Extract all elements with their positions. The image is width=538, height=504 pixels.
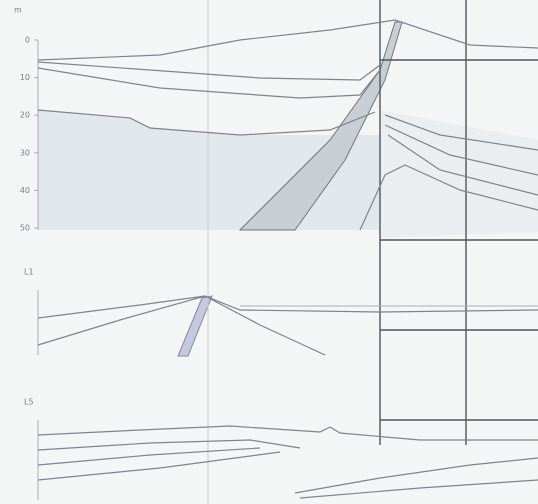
profile-line: [37, 295, 326, 356]
profile-line: [359, 164, 538, 231]
profile-line: [37, 439, 301, 451]
profile-line: [37, 109, 376, 136]
profile-line: [37, 295, 538, 319]
profile-line: [37, 447, 261, 466]
unit-label: m: [14, 6, 22, 15]
profile-line: [37, 451, 281, 481]
profile-line: [294, 457, 538, 494]
tick-label: 30: [20, 148, 30, 157]
profile-line: [384, 124, 538, 176]
profile-line: [37, 19, 538, 61]
profile-line: [384, 114, 538, 151]
tick-label: 50: [20, 224, 30, 233]
panel-label: L1: [24, 268, 34, 277]
profile-line: [37, 61, 381, 81]
band: [177, 295, 213, 357]
tick-label: 0: [25, 36, 30, 45]
tick-label: 20: [20, 111, 30, 120]
tick-label: 10: [20, 73, 30, 82]
tick-label: 40: [20, 186, 30, 195]
panel-label: L5: [24, 398, 34, 407]
shaded-zone: [380, 110, 538, 238]
profile-line: [37, 425, 538, 441]
profile-line: [299, 479, 538, 499]
profile-line: [37, 67, 381, 99]
profile-line: [387, 134, 538, 196]
